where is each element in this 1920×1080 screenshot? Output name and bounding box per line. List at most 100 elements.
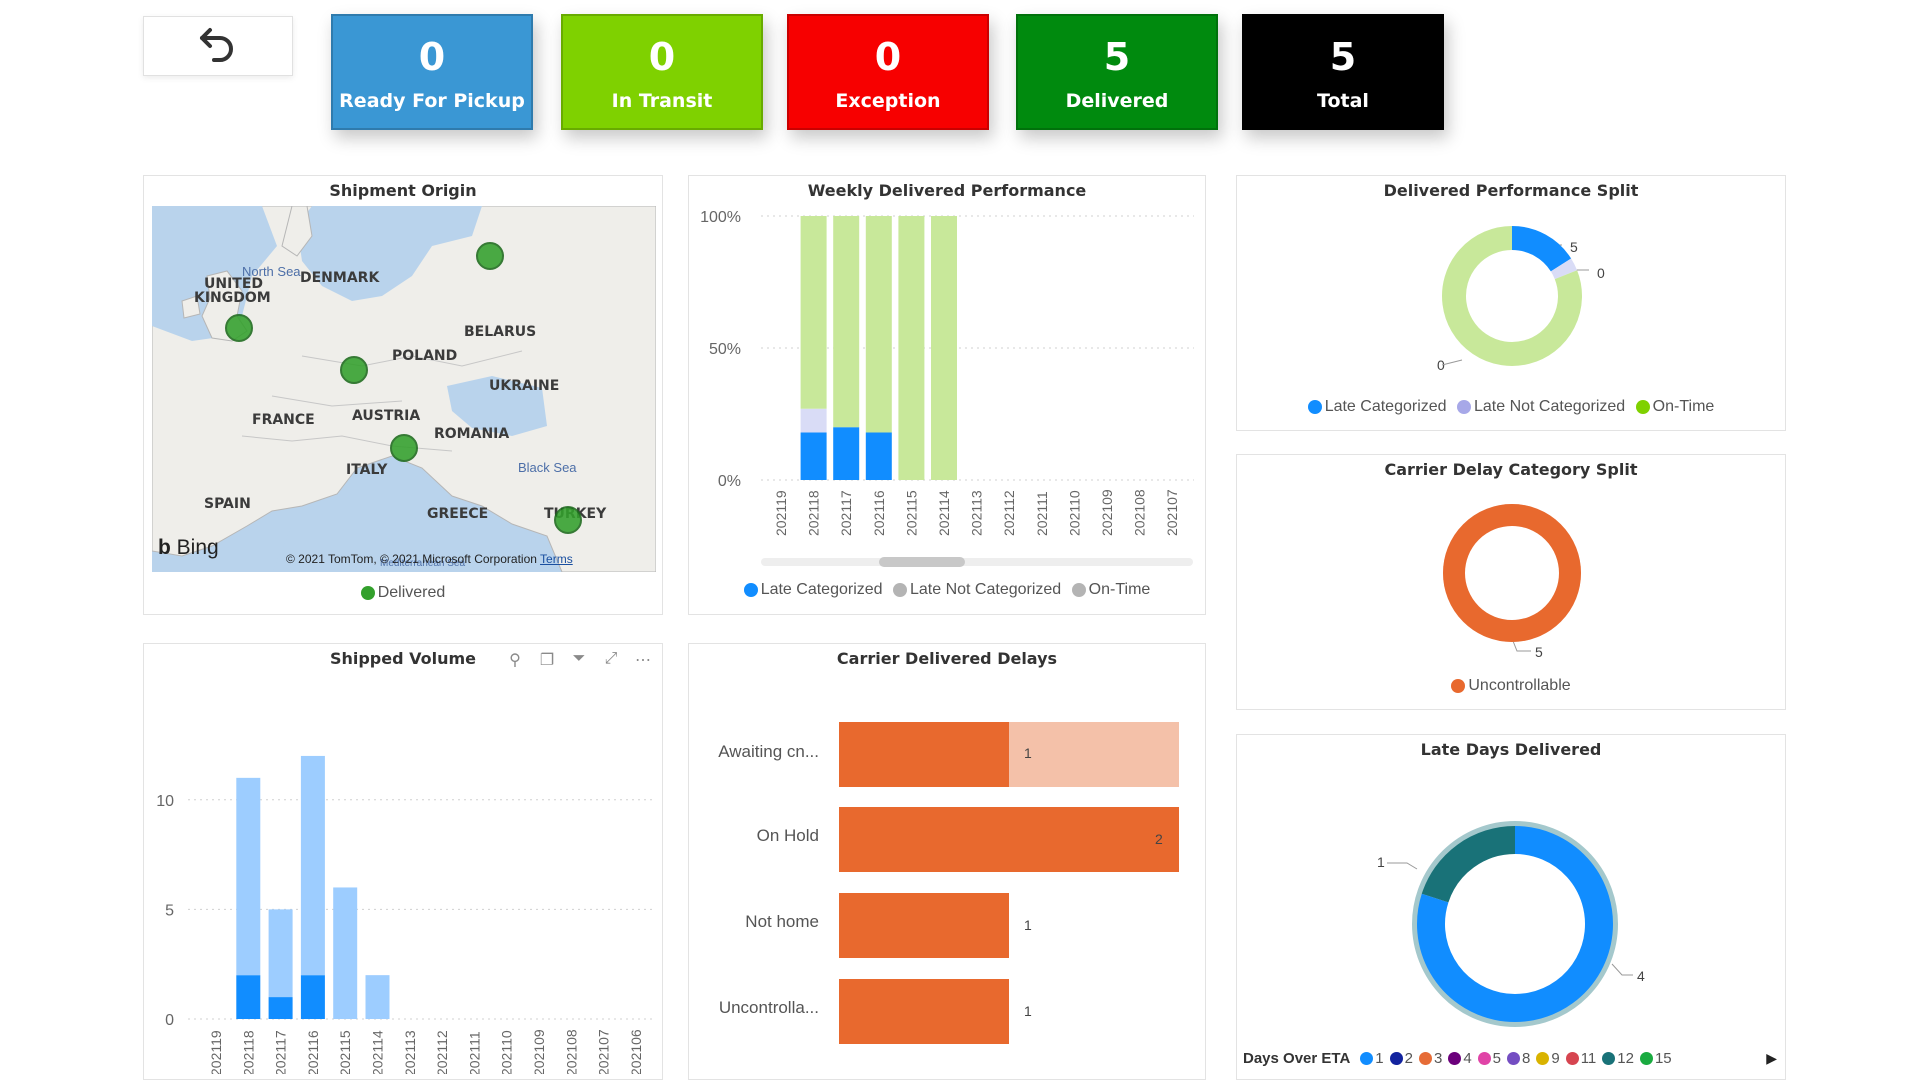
x-tick-label: 202113 <box>969 490 985 536</box>
bing-logo: b Bing <box>158 536 219 559</box>
legend-item[interactable]: 5 <box>1477 1050 1501 1067</box>
bar-segment <box>931 216 957 480</box>
shipped-volume-panel: Shipped Volume ⚲ ❐ ⏷ ⤢ ⋯ 0 5 10 202119 20211… <box>143 643 663 1080</box>
map-legend: Delivered <box>144 584 662 605</box>
legend-item[interactable]: 12 <box>1602 1050 1634 1067</box>
bing-icon: b <box>158 536 171 559</box>
delivered-split-donut[interactable]: 5 0 0 <box>1237 200 1787 400</box>
category-label: Uncontrolla... <box>718 998 819 1017</box>
kpi-in-transit[interactable]: 0 In Transit <box>561 14 763 130</box>
shipment-map[interactable]: UNITED KINGDOM DENMARK BELARUS POLAND UK… <box>152 206 656 572</box>
back-button[interactable] <box>143 16 293 76</box>
x-tick-label: 202107 <box>596 1029 612 1074</box>
copy-icon[interactable]: ❐ <box>539 652 555 669</box>
panel-title: Weekly Delivered Performance <box>807 181 1087 200</box>
x-tick-label: 202108 <box>563 1029 579 1074</box>
legend-item[interactable]: 2 <box>1389 1050 1413 1067</box>
map-bubble[interactable] <box>476 242 504 270</box>
x-tick-label: 202114 <box>936 490 952 536</box>
bar-segment <box>333 887 358 1019</box>
shipped-volume-chart[interactable]: 0 5 10 202119 202118 202117 202116 202115 202114… <box>144 674 664 1074</box>
legend-item[interactable]: On-Time <box>1071 581 1150 599</box>
sea-label: Black Sea <box>518 460 577 475</box>
filter-icon[interactable]: ⏷ <box>572 650 586 667</box>
legend-item[interactable]: 3 <box>1418 1050 1442 1067</box>
map-copyright: © 2021 TomTom, © 2021 Microsoft Corporat… <box>286 552 573 566</box>
y-tick-label: 5 <box>165 902 174 919</box>
legend-item[interactable]: 11 <box>1565 1050 1596 1067</box>
y-tick-label: 0 <box>165 1012 174 1029</box>
category-legend: Uncontrollable <box>1237 677 1785 698</box>
bar-segment <box>300 975 325 1019</box>
late-days-donut[interactable]: 1 4 <box>1237 759 1787 1039</box>
data-label: 2 <box>1155 831 1163 847</box>
donut-slice <box>1443 504 1581 642</box>
x-tick-label: 202117 <box>273 1030 289 1074</box>
legend-swatch <box>1507 1052 1520 1065</box>
panel-title: Carrier Delivered Delays <box>836 649 1058 668</box>
legend-swatch <box>893 583 907 597</box>
legend-next-icon[interactable]: ▶ <box>1766 1050 1777 1066</box>
bar-segment <box>800 216 827 409</box>
map-label: ITALY <box>346 462 388 478</box>
kpi-delivered[interactable]: 5 Delivered <box>1016 14 1218 130</box>
legend-item[interactable]: Delivered <box>360 584 445 602</box>
legend-item[interactable]: 4 <box>1448 1050 1472 1067</box>
map-bubble[interactable] <box>225 314 253 342</box>
legend-item[interactable]: 8 <box>1507 1050 1530 1067</box>
legend-item[interactable]: Late Categorized <box>1307 398 1447 416</box>
sea-label: Mediterranean Sea <box>380 558 466 569</box>
legend-item[interactable]: Late Categorized <box>743 581 883 599</box>
kpi-label: In Transit <box>611 90 713 112</box>
kpi-ready-for-pickup[interactable]: 0 Ready For Pickup <box>331 14 533 130</box>
scrollbar-track <box>761 558 1193 566</box>
legend-item[interactable]: Late Not Categorized <box>1457 398 1625 416</box>
map-bubble[interactable] <box>554 506 582 534</box>
legend-swatch <box>1360 1052 1374 1065</box>
x-tick-label: 202108 <box>1132 489 1148 536</box>
x-tick-label: 202114 <box>370 1030 386 1074</box>
terms-link[interactable]: Terms <box>540 552 573 566</box>
kpi-total[interactable]: 5 Total <box>1242 14 1444 130</box>
legend-item[interactable]: 9 <box>1536 1050 1560 1067</box>
legend-item[interactable]: 15 <box>1639 1050 1672 1067</box>
category-label: Not home <box>745 912 819 931</box>
data-label: 1 <box>1024 745 1032 761</box>
map-label: SPAIN <box>204 496 251 512</box>
carrier-delays-chart[interactable]: 1 2 1 1 <box>689 644 1207 1080</box>
legend-swatch <box>1389 1052 1403 1065</box>
bar-segment <box>236 975 261 1019</box>
delay-category-donut[interactable]: 5 <box>1237 479 1787 679</box>
legend-item[interactable]: 1 <box>1360 1050 1384 1067</box>
split-legend: Late Categorized Late Not Categorized On… <box>1237 398 1785 419</box>
map-bubble[interactable] <box>340 356 368 384</box>
bar-segment <box>236 777 261 976</box>
x-tick-label: 202111 <box>466 1031 482 1074</box>
more-options-icon[interactable]: ⋯ <box>635 652 651 669</box>
legend-item[interactable]: On-Time <box>1635 398 1714 416</box>
x-tick-label: 202118 <box>240 1030 256 1074</box>
data-label: 1 <box>1024 917 1032 933</box>
shipment-origin-panel: Shipment Origin UNITED KINGDOM DENMARK B… <box>143 175 663 615</box>
pin-icon[interactable]: ⚲ <box>509 652 521 669</box>
x-tick-label: 202112 <box>434 1030 450 1074</box>
weekly-performance-chart[interactable]: 0% 50% 100% 202119 202118 202117 202116 202115 2… <box>689 196 1207 586</box>
map-bubble[interactable] <box>390 434 418 462</box>
legend-item[interactable]: Uncontrollable <box>1451 677 1571 695</box>
x-tick-label: 202106 <box>628 1029 644 1074</box>
kpi-exception[interactable]: 0 Exception <box>787 14 989 130</box>
scrollbar-thumb <box>879 557 965 567</box>
visual-header-icons: ⚲ ❐ ⏷ ⤢ ⋯ <box>504 650 654 670</box>
map-label: AUSTRIA <box>352 408 421 424</box>
bar-segment <box>268 909 293 998</box>
legend-swatch <box>1565 1052 1579 1065</box>
donut-slice <box>1417 826 1613 1022</box>
legend-swatch <box>743 583 758 597</box>
legend-item[interactable]: Late Not Categorized <box>893 581 1061 599</box>
donut-label: 0 <box>1597 265 1605 281</box>
focus-mode-icon[interactable]: ⤢ <box>604 650 618 667</box>
legend-swatch <box>1639 1052 1653 1065</box>
x-tick-label: 202116 <box>871 490 887 536</box>
donut-label: 1 <box>1377 854 1385 870</box>
bar-segment <box>865 432 892 480</box>
